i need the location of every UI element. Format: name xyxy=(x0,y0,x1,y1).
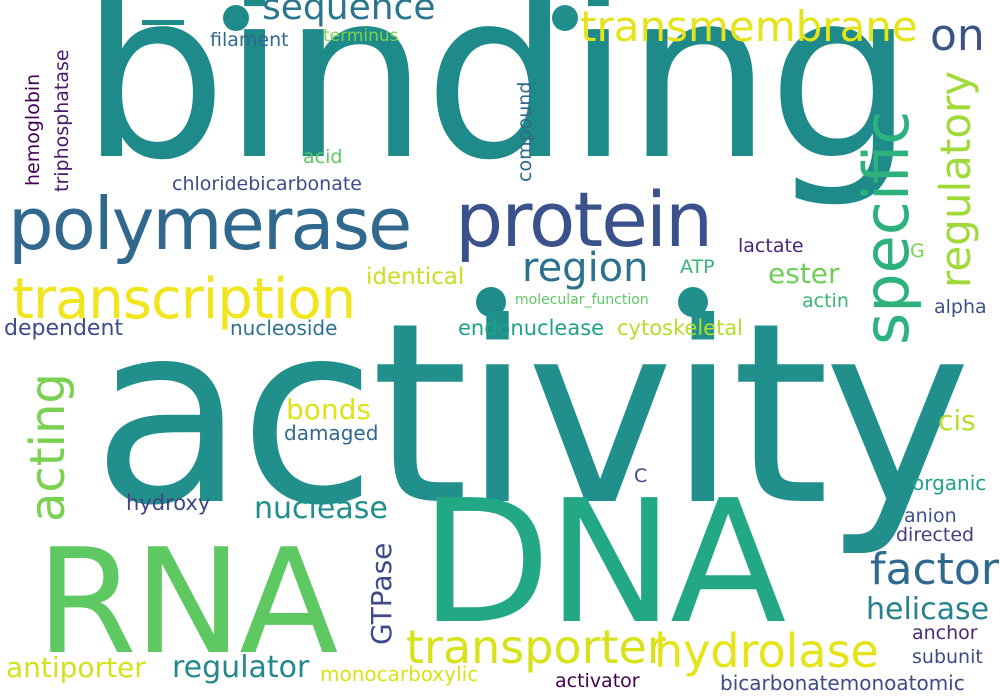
word-alpha: alpha xyxy=(934,296,987,318)
word-transmembrane: transmembrane xyxy=(580,2,918,51)
word-anchor: anchor xyxy=(912,622,978,644)
dot-3 xyxy=(476,287,506,317)
word-damaged: damaged xyxy=(284,421,379,445)
word-acting: acting xyxy=(20,373,76,522)
word-nucleoside: nucleoside xyxy=(230,316,338,340)
word-identical: identical xyxy=(366,264,465,290)
dot-2 xyxy=(552,5,578,31)
word-c: C xyxy=(634,465,648,487)
word-protein: protein xyxy=(455,175,713,264)
word-acid: acid xyxy=(303,146,343,168)
word-anion: anion xyxy=(904,505,957,527)
word-molecular-function: molecular_function xyxy=(515,292,649,308)
word-gtpase: GTPase xyxy=(365,542,398,645)
word-bonds: bonds xyxy=(286,393,372,426)
word-cis: cis xyxy=(938,404,976,437)
dot-1 xyxy=(223,5,249,31)
word-helicase: helicase xyxy=(866,592,990,627)
word-activity: activity xyxy=(92,269,972,560)
word-specific: specific xyxy=(850,110,923,345)
word-bicarbonatemonoatomic: bicarbonatemonoatomic xyxy=(720,671,965,695)
word-subunit: subunit xyxy=(912,646,983,668)
equals-bar xyxy=(142,20,184,40)
word-antiporter: antiporter xyxy=(6,651,146,684)
word-hemoglobin: hemoglobin xyxy=(22,73,44,186)
word-actin: actin xyxy=(802,290,849,312)
word-region: region xyxy=(522,245,649,291)
word-polymerase: polymerase xyxy=(8,182,412,266)
word-hydroxy: hydroxy xyxy=(126,491,211,515)
word-factor: factor xyxy=(870,544,999,595)
word-binding: binding xyxy=(80,0,915,211)
word-terminus: terminus xyxy=(323,26,399,46)
word-triphosphatase: triphosphatase xyxy=(51,49,73,192)
word-monocarboxylic: monocarboxylic xyxy=(320,662,479,686)
word-g: G xyxy=(910,240,925,262)
word-endonuclease: endonuclease xyxy=(458,316,605,340)
word-directed: directed xyxy=(896,524,975,546)
word-regulator: regulator xyxy=(172,650,310,685)
word-regulatory: regulatory xyxy=(931,70,980,288)
word-transcription: transcription xyxy=(12,267,356,332)
word-ester: ester xyxy=(768,257,840,290)
word-filament: filament xyxy=(210,29,289,51)
word-lactate: lactate xyxy=(738,235,804,257)
word-dependent: dependent xyxy=(4,316,124,341)
word-sequence: sequence xyxy=(262,0,436,28)
word-nuclease: nuclease xyxy=(254,491,388,526)
dot-4 xyxy=(678,287,708,317)
word-compound: compound xyxy=(514,81,536,182)
word-rna: RNA xyxy=(36,518,338,687)
word-on: on xyxy=(930,10,985,61)
word-organic: organic xyxy=(912,471,987,495)
word-cytoskeletal: cytoskeletal xyxy=(617,316,744,340)
word-transporter: transporter xyxy=(406,620,666,674)
word-hydrolase: hydrolase xyxy=(654,624,879,678)
word-atp: ATP xyxy=(680,256,715,278)
word-activator: activator xyxy=(555,670,640,692)
word-chloridebicarbonate: chloridebicarbonate xyxy=(172,173,362,195)
word-dna: DNA xyxy=(420,464,786,662)
